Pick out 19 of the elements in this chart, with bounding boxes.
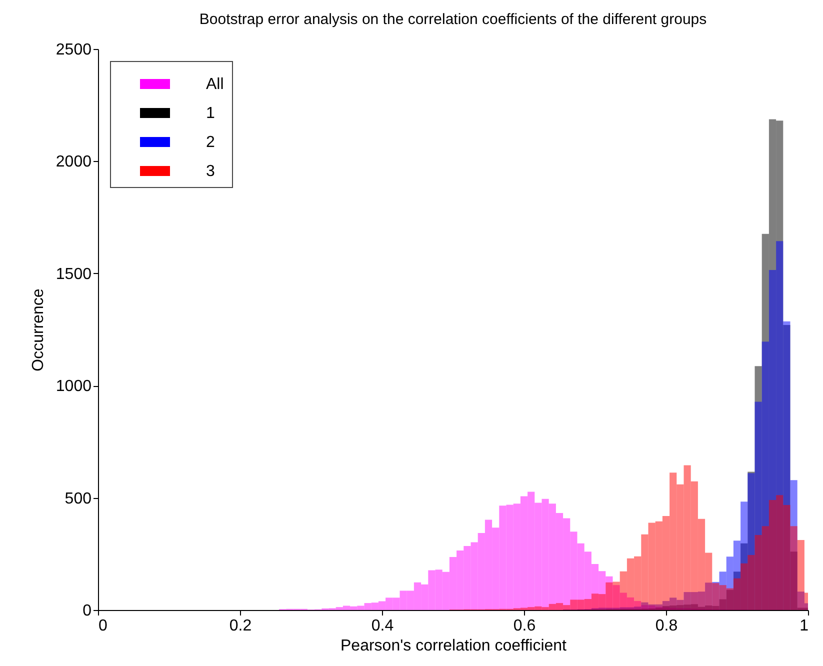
y-axis-title: Occurrence (30, 288, 47, 372)
y-tick-label: 1500 (56, 266, 92, 283)
x-tick-label: 0.6 (513, 618, 536, 634)
x-tick-label: 0 (98, 618, 108, 634)
legend-label: 1 (206, 105, 215, 122)
x-tick-label: 0.4 (371, 618, 394, 634)
legend-label: All (206, 76, 224, 93)
legend-label: 3 (206, 163, 215, 180)
chart-title: Bootstrap error analysis on the correlation coefficients of the different groups (199, 11, 707, 28)
y-tick-label: 2000 (56, 154, 92, 171)
x-tick-label: 0.8 (655, 618, 678, 634)
x-tick-label: 1 (800, 618, 809, 634)
y-tick-label: 0 (82, 602, 92, 620)
y-tick-label: 2500 (56, 42, 92, 58)
x-tick-label: 0.2 (229, 618, 252, 634)
y-tick-label: 500 (64, 490, 92, 508)
legend-label: 2 (206, 134, 215, 151)
x-axis-title: Pearson's correlation coefficient (340, 638, 568, 654)
y-tick-label: 1000 (56, 378, 92, 396)
